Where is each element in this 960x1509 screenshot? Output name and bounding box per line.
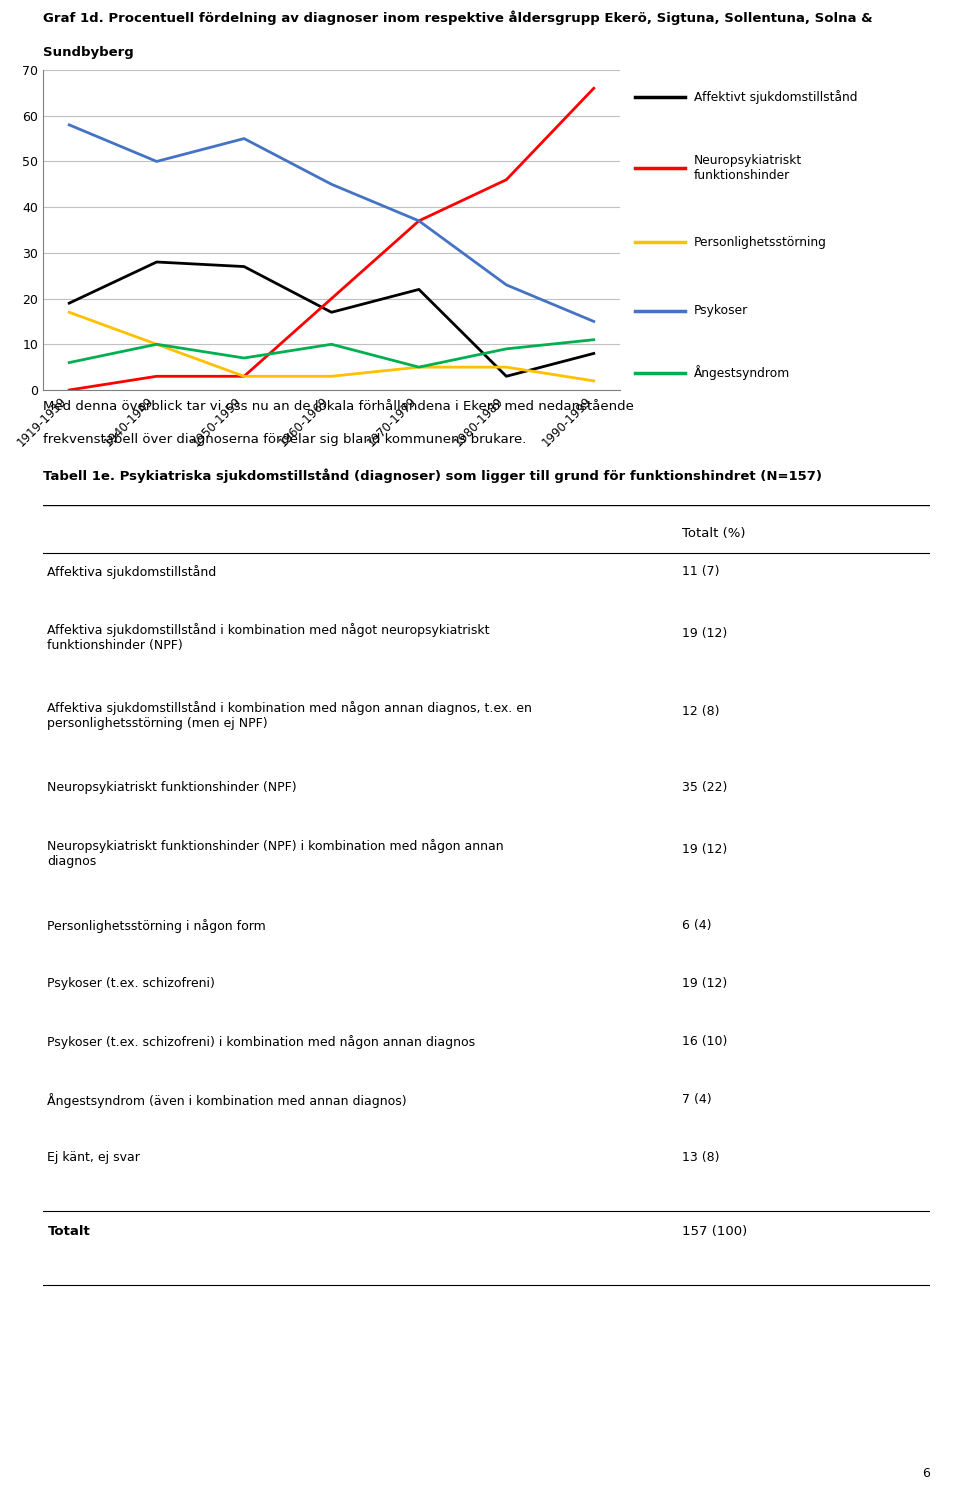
Text: Psykoser (t.ex. schizofreni) i kombination med någon annan diagnos: Psykoser (t.ex. schizofreni) i kombinati… xyxy=(47,1035,475,1049)
Text: Personlighetsstörning: Personlighetsstörning xyxy=(694,235,827,249)
Text: 19 (12): 19 (12) xyxy=(682,844,727,856)
Text: 11 (7): 11 (7) xyxy=(682,564,719,578)
Text: 35 (22): 35 (22) xyxy=(682,782,727,794)
Text: Ångestsyndrom: Ångestsyndrom xyxy=(694,365,790,380)
Text: Graf 1d. Procentuell fördelning av diagnoser inom respektive åldersgrupp Ekerö, : Graf 1d. Procentuell fördelning av diagn… xyxy=(43,11,873,24)
Text: frekvenstabell över diagnoserna fördelar sig bland kommunens brukare.: frekvenstabell över diagnoserna fördelar… xyxy=(43,433,526,447)
Text: Sundbyberg: Sundbyberg xyxy=(43,45,133,59)
Text: 157 (100): 157 (100) xyxy=(682,1225,747,1237)
Text: Affektiva sjukdomstillstånd i kombination med något neuropsykiatriskt: Affektiva sjukdomstillstånd i kombinatio… xyxy=(47,623,490,637)
Text: Neuropsykiatriskt funktionshinder (NPF): Neuropsykiatriskt funktionshinder (NPF) xyxy=(47,782,297,794)
Text: Neuropsykiatriskt funktionshinder (NPF) i kombination med någon annan: Neuropsykiatriskt funktionshinder (NPF) … xyxy=(47,839,504,853)
Text: 19 (12): 19 (12) xyxy=(682,628,727,640)
Text: Ångestsyndrom (även i kombination med annan diagnos): Ångestsyndrom (även i kombination med an… xyxy=(47,1093,407,1108)
Text: diagnos: diagnos xyxy=(47,856,97,868)
Text: personlighetsstörning (men ej NPF): personlighetsstörning (men ej NPF) xyxy=(47,717,268,730)
Text: 19 (12): 19 (12) xyxy=(682,976,727,990)
Text: Affektivt sjukdomstillstånd: Affektivt sjukdomstillstånd xyxy=(694,89,857,104)
Text: 7 (4): 7 (4) xyxy=(682,1093,711,1106)
Text: Psykoser (t.ex. schizofreni): Psykoser (t.ex. schizofreni) xyxy=(47,976,215,990)
Text: Neuropsykiatriskt
funktionshinder: Neuropsykiatriskt funktionshinder xyxy=(694,154,803,183)
Text: Tabell 1e. Psykiatriska sjukdomstillstånd (diagnoser) som ligger till grund för : Tabell 1e. Psykiatriska sjukdomstillstån… xyxy=(43,468,822,483)
Text: Ej känt, ej svar: Ej känt, ej svar xyxy=(47,1151,140,1163)
Text: Totalt (%): Totalt (%) xyxy=(682,527,745,540)
Text: 6 (4): 6 (4) xyxy=(682,919,711,933)
Text: 12 (8): 12 (8) xyxy=(682,705,719,718)
Text: Totalt: Totalt xyxy=(47,1225,90,1237)
Text: Psykoser: Psykoser xyxy=(694,305,748,317)
Text: Personlighetsstörning i någon form: Personlighetsstörning i någon form xyxy=(47,919,266,933)
Text: Affektiva sjukdomstillstånd i kombination med någon annan diagnos, t.ex. en: Affektiva sjukdomstillstånd i kombinatio… xyxy=(47,702,532,715)
Text: Med denna överblick tar vi oss nu an de lokala förhållandena i Ekerö med nedanst: Med denna överblick tar vi oss nu an de … xyxy=(43,400,634,413)
Text: 6: 6 xyxy=(923,1467,930,1480)
Text: 13 (8): 13 (8) xyxy=(682,1151,719,1163)
Text: 16 (10): 16 (10) xyxy=(682,1035,727,1047)
Text: funktionshinder (NPF): funktionshinder (NPF) xyxy=(47,638,183,652)
Text: Affektiva sjukdomstillstånd: Affektiva sjukdomstillstånd xyxy=(47,564,217,579)
